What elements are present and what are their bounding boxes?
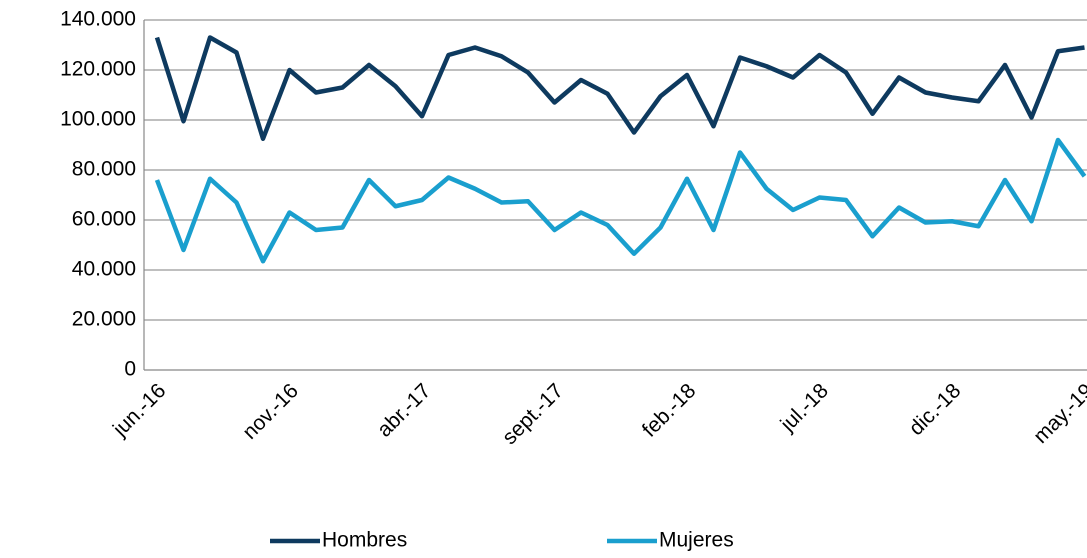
y-tick-label: 100.000	[60, 108, 136, 131]
x-tick-label: jun.-16	[108, 379, 170, 441]
x-tick-label: sept.-17	[498, 379, 568, 449]
series-line	[154, 137, 1087, 264]
x-tick-label: nov.-16	[238, 379, 303, 444]
legend-label: Hombres	[322, 529, 407, 552]
legend-label: Mujeres	[659, 529, 734, 552]
y-tick-label: 80.000	[72, 158, 136, 181]
series-line	[154, 35, 1085, 141]
y-tick-label: 60.000	[72, 208, 136, 231]
x-tick-label: feb.-18	[638, 379, 701, 442]
y-tick-label: 20.000	[72, 308, 136, 331]
y-tick-label: 0	[124, 358, 136, 381]
y-tick-label: 140.000	[60, 8, 136, 31]
x-tick-label: abr.-17	[373, 379, 436, 442]
x-tick-label: jul.-18	[776, 379, 833, 436]
x-tick-label: dic.-18	[905, 379, 966, 440]
y-tick-label: 120.000	[60, 58, 136, 81]
x-tick-label: may.-19	[1029, 379, 1087, 448]
y-tick-label: 40.000	[72, 258, 136, 281]
